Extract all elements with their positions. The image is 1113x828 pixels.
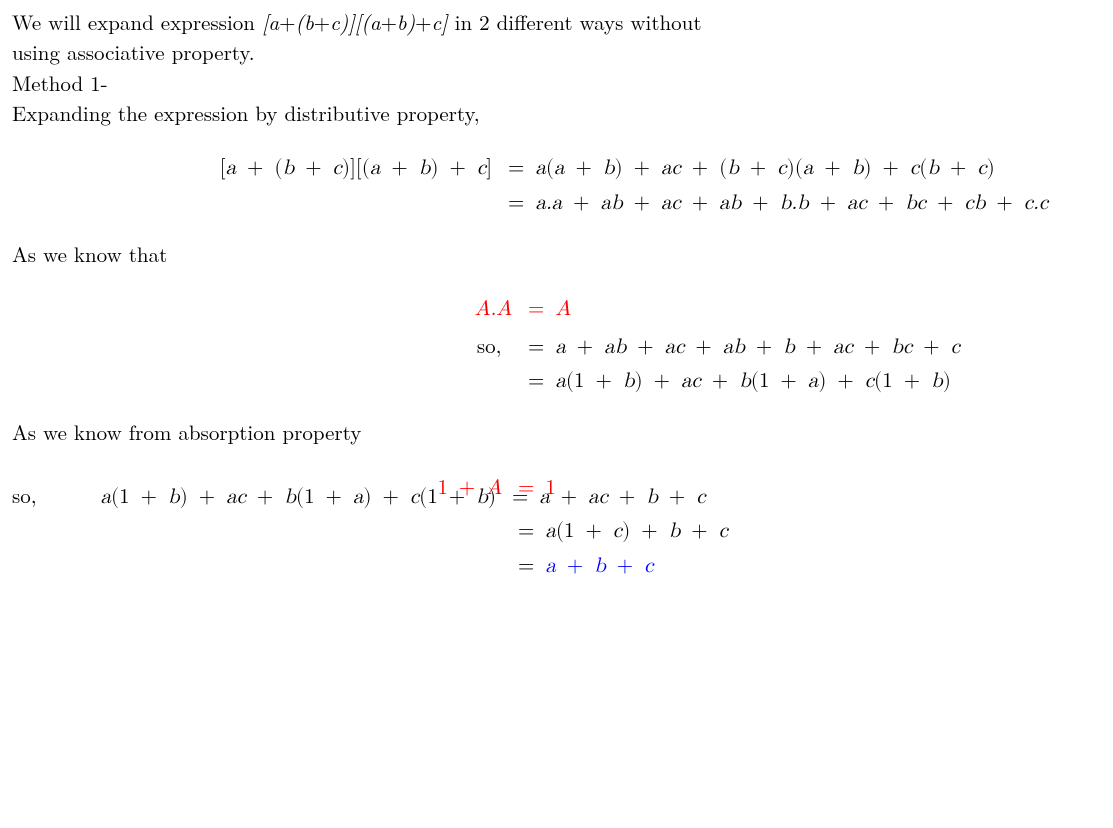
eq-row: [a + (b + c)][(a + b) + c] = a(a + b) + … — [12, 155, 1101, 183]
as-we-know-2: As we know from absorption property — [12, 418, 1101, 446]
eq-row: = a.a + ab + ac + ab + b.b + ac + bc + c… — [12, 190, 1101, 218]
equation-block-1: [a + (b + c)][(a + b) + c] = a(a + b) + … — [12, 155, 1101, 218]
eq-row: = a(1 + c) + b + c — [12, 518, 1101, 546]
eq-row: A.A = A — [12, 296, 1101, 324]
method-label: Method 1- — [12, 69, 1101, 97]
as-we-know-1: As we know that — [12, 240, 1101, 268]
eq-row: = a + b + c — [12, 553, 1101, 581]
equation-block-3: 1 + A = 1 so, a(1 + b) + ac + b(1 + a) +… — [12, 475, 1101, 581]
equation-block-2: A.A = A so, = a + ab + ac + ab + b + ac … — [12, 296, 1101, 396]
intro-line-1: We will expand expression [a+(b+c)][(a+b… — [12, 8, 1101, 36]
eq-row: so, a(1 + b) + ac + b(1 + a) + c(1 + b) … — [12, 481, 1101, 512]
intro-line-2: using associative property. — [12, 38, 1101, 66]
eq-row: so, = a + ab + ac + ab + b + ac + bc + c — [12, 331, 1101, 362]
eq-row: = a(1 + b) + ac + b(1 + a) + c(1 + b) — [12, 368, 1101, 396]
expand-label: Expanding the expression by distributive… — [12, 99, 1101, 127]
